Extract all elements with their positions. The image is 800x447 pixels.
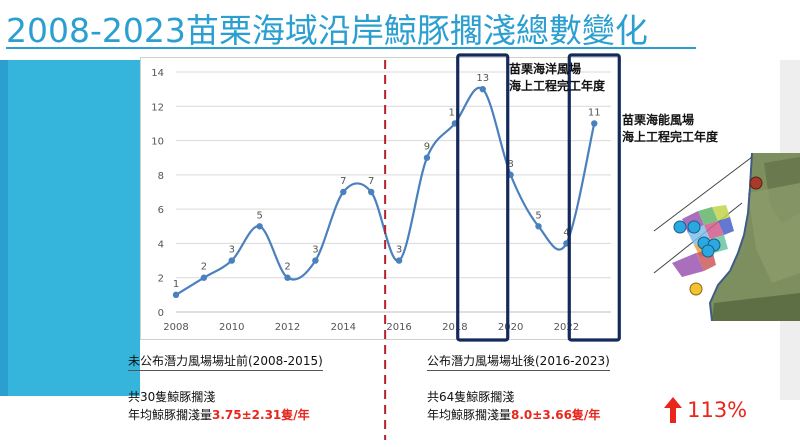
- data-label: 11: [448, 107, 461, 118]
- data-label: 5: [256, 210, 262, 221]
- x-tick-label: 2010: [219, 322, 244, 333]
- data-label: 4: [563, 227, 569, 238]
- data-label: 3: [396, 245, 402, 256]
- x-tick-label: 2014: [331, 322, 356, 333]
- annotation-energy-windfarm: 苗栗海能風場 海上工程完工年度: [622, 112, 718, 146]
- data-point: [312, 257, 319, 264]
- before-total: 共30隻鯨豚擱淺: [128, 390, 216, 404]
- annotation-line: 苗栗海洋風場: [509, 62, 582, 76]
- up-arrow-icon: [664, 397, 682, 423]
- data-label: 7: [368, 176, 374, 187]
- y-tick-label: 8: [158, 171, 164, 182]
- data-label: 7: [340, 176, 346, 187]
- annotation-line: 苗栗海能風場: [622, 113, 695, 127]
- x-tick-label: 2018: [442, 322, 467, 333]
- after-average-label: 年均鯨豚擱淺量: [427, 408, 512, 422]
- x-tick-label: 2012: [275, 322, 300, 333]
- data-label: 3: [229, 245, 235, 256]
- data-point: [228, 257, 235, 264]
- annotation-line: 海上工程完工年度: [509, 79, 606, 93]
- data-label: 9: [424, 142, 430, 153]
- coast-map-image: [652, 153, 800, 321]
- left-accent-edge: [0, 60, 8, 396]
- y-tick-label: 14: [151, 68, 164, 79]
- before-average-label: 年均鯨豚擱淺量: [128, 408, 213, 422]
- left-accent-band: [0, 60, 140, 396]
- data-point: [591, 120, 598, 127]
- highlight-box: [567, 53, 621, 342]
- data-point: [535, 223, 542, 230]
- data-point: [423, 154, 431, 161]
- x-tick-label: 2022: [554, 322, 579, 333]
- page-title: 2008-2023苗栗海域沿岸鯨豚擱淺總數變化: [6, 11, 648, 50]
- data-point: [172, 291, 180, 299]
- after-average-value: 8.0±3.66隻/年: [511, 408, 601, 422]
- data-label: 13: [476, 73, 489, 84]
- before-average: 年均鯨豚擱淺量3.75±2.31隻/年: [128, 406, 310, 423]
- data-point: [367, 188, 375, 196]
- title-underline: [6, 47, 696, 49]
- after-total: 共64隻鯨豚擱淺: [427, 390, 515, 404]
- before-heading: 未公布潛力風場場址前(2008-2015): [128, 352, 323, 371]
- data-label: 3: [312, 245, 318, 256]
- increase-callout: 113%: [664, 397, 747, 423]
- x-tick-label: 2008: [163, 322, 188, 333]
- y-tick-label: 4: [158, 239, 164, 250]
- data-label: 11: [588, 107, 601, 118]
- coast-map: [652, 153, 800, 321]
- data-point: [284, 274, 291, 281]
- data-label: 8: [507, 159, 513, 170]
- data-point: [479, 85, 486, 93]
- after-average: 年均鯨豚擱淺量8.0±3.66隻/年: [427, 406, 600, 423]
- data-point: [340, 188, 347, 196]
- data-point: [395, 257, 403, 264]
- data-label: 2: [284, 262, 290, 273]
- y-tick-label: 6: [158, 205, 164, 216]
- annotation-line: 海上工程完工年度: [622, 130, 719, 144]
- data-label: 1: [173, 279, 179, 290]
- annotation-ocean-windfarm: 苗栗海洋風場 海上工程完工年度: [509, 61, 605, 95]
- data-point: [256, 223, 263, 230]
- title-bar: 2008-2023苗栗海域沿岸鯨豚擱淺總數變化: [0, 0, 800, 52]
- increase-percent: 113%: [687, 398, 748, 422]
- data-label: 5: [535, 210, 541, 221]
- y-tick-label: 12: [151, 102, 164, 113]
- before-average-value: 3.75±2.31隻/年: [212, 408, 310, 422]
- highlight-box: [456, 53, 510, 342]
- data-point: [200, 274, 208, 281]
- chart-frame: [140, 57, 620, 340]
- data-label: 2: [201, 262, 207, 273]
- y-tick-label: 2: [158, 274, 164, 285]
- y-tick-label: 10: [151, 137, 164, 148]
- x-tick-label: 2016: [386, 322, 411, 333]
- y-tick-label: 0: [158, 308, 164, 319]
- after-heading: 公布潛力風場場址後(2016-2023): [427, 352, 610, 371]
- series-line: [175, 86, 596, 296]
- x-tick-label: 2020: [498, 322, 523, 333]
